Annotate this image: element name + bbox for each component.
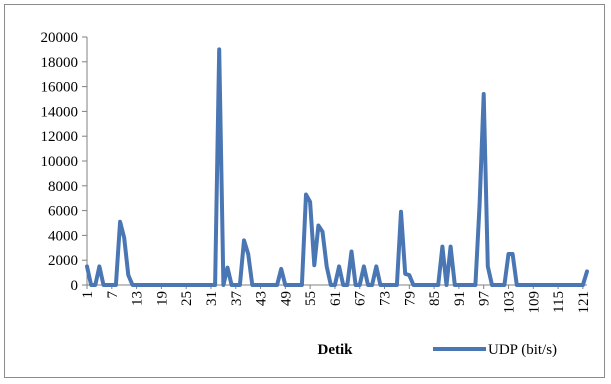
- y-tick-label: 0: [71, 278, 79, 294]
- y-tick-label: 8000: [48, 179, 78, 195]
- y-tick-label: 14000: [41, 104, 79, 120]
- y-tick-label: 6000: [48, 204, 78, 220]
- x-tick-label: 97: [477, 291, 493, 307]
- series-line-udp: [85, 47, 589, 287]
- x-tick-label: 55: [303, 291, 319, 306]
- x-tick-label: 85: [427, 291, 443, 306]
- x-tick-label: 73: [378, 291, 394, 306]
- x-tick-label: 31: [204, 291, 220, 306]
- x-tick-label: 25: [179, 291, 195, 306]
- x-tick-label: 37: [229, 291, 245, 307]
- x-tick-label: 91: [452, 291, 468, 306]
- y-tick-label: 4000: [48, 228, 78, 244]
- x-tick-label: 67: [353, 291, 369, 307]
- y-axis: 0 2000 4000 6000 8000 10000 12000 14000 16000 180…: [41, 30, 88, 294]
- y-tick-label: 12000: [41, 129, 79, 145]
- x-tick-label: 115: [551, 291, 567, 313]
- plot-area: [85, 47, 589, 287]
- x-tick-label: 7: [105, 291, 121, 299]
- legend-label: UDP (bit/s): [488, 342, 557, 358]
- x-tick-label: 61: [328, 291, 344, 306]
- x-tick-label: 121: [576, 291, 592, 314]
- x-axis-label: Detik: [318, 342, 354, 358]
- x-tick-label: 103: [501, 291, 517, 314]
- x-axis: 1 7 13 19 25 31 37 43 49 55 61 67 73 79 85 91 97 103 109 11…: [80, 284, 592, 314]
- x-tick-label: 13: [130, 291, 146, 306]
- x-tick-label: 43: [254, 291, 270, 306]
- chart-frame: 0 2000 4000 6000 8000 10000 12000 14000 16000 180…: [4, 4, 605, 378]
- x-tick-label: 19: [154, 291, 170, 306]
- y-tick-label: 2000: [48, 253, 78, 269]
- x-tick-label: 1: [80, 291, 96, 299]
- udp-line-chart: 0 2000 4000 6000 8000 10000 12000 14000 16000 180…: [41, 30, 592, 358]
- y-tick-label: 20000: [41, 30, 79, 46]
- x-tick-label: 49: [278, 291, 294, 306]
- y-tick-label: 16000: [41, 80, 79, 96]
- x-tick-label: 109: [526, 291, 542, 314]
- y-tick-label: 10000: [41, 154, 79, 170]
- y-tick-label: 18000: [41, 55, 79, 71]
- legend: UDP (bit/s): [433, 342, 557, 358]
- x-tick-label: 79: [402, 291, 418, 306]
